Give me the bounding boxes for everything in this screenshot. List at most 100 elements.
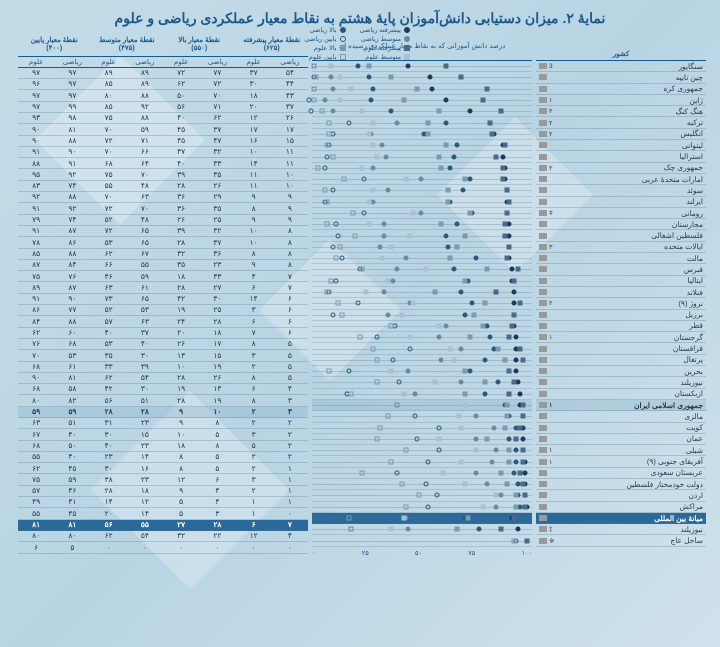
marker — [386, 414, 391, 419]
table-cell: ۲۰ — [236, 103, 272, 111]
table-cell: ۹۶ — [18, 80, 54, 88]
table-cell: ۸ — [163, 453, 199, 461]
chart-row — [312, 163, 532, 174]
marker — [311, 64, 316, 69]
country-name: چین تایپه — [676, 73, 703, 82]
table-cell: ۳ — [272, 397, 308, 405]
marker — [511, 380, 516, 385]
chart-row — [312, 106, 532, 117]
country-row: ایرلند — [536, 197, 706, 208]
table-cell: ۹۱ — [18, 295, 54, 303]
flag-icon — [539, 289, 547, 295]
marker — [395, 403, 400, 408]
table-cell: ۷۲ — [163, 69, 199, 77]
table-cell: ۲ — [236, 419, 272, 427]
marker — [448, 256, 453, 261]
table-cell: ۶۵ — [127, 239, 163, 247]
table-cell: ۶ — [272, 295, 308, 303]
marker — [505, 211, 510, 216]
table-cell: ۵۹ — [54, 476, 90, 484]
marker — [465, 516, 470, 521]
legend-item: پایین علوم — [304, 53, 345, 61]
marker — [483, 380, 488, 385]
table-cell: ۵۰ — [163, 92, 199, 100]
table-cell: ۱۰ — [163, 363, 199, 371]
table-cell: ۴ — [272, 385, 308, 393]
marker — [423, 482, 428, 487]
marker — [333, 222, 338, 227]
table-cell: ۹۲ — [127, 103, 163, 111]
table-cell: ۱۰ — [272, 171, 308, 179]
table-cell: ۳۷ — [199, 239, 235, 247]
table-cell: ۸ — [272, 227, 308, 235]
table-cell: ۸۶ — [18, 306, 54, 314]
table-cell: ۹۰ — [18, 374, 54, 382]
table-cell: ۲۶ — [199, 182, 235, 190]
table-cell: ۹۱ — [18, 148, 54, 156]
country-row: ایتالیا — [536, 276, 706, 287]
rank: 3 — [549, 63, 553, 70]
marker — [324, 143, 329, 148]
rank: ۳ — [549, 243, 553, 251]
marker — [522, 470, 527, 475]
data-table: نقطهٔ معیار پیشرفته(۶۲۵)نقطهٔ معیار بالا… — [18, 35, 308, 559]
chart-row — [312, 61, 532, 72]
marker — [494, 448, 499, 453]
marker — [514, 459, 519, 464]
table-row: ۸۱۰۳۷۲۸۶۵۵۳۸۶۷۸ — [18, 237, 308, 248]
chart-row — [312, 355, 532, 366]
table-cell: ۱۴ — [127, 510, 163, 518]
table-cell: ۳۶ — [163, 205, 199, 213]
country-row: ازبکستان — [536, 389, 706, 400]
sub-header: ریاضی — [127, 57, 163, 68]
table-cell: ۳۰ — [236, 80, 272, 88]
chart-row — [312, 479, 532, 490]
sub-header: علوم — [91, 57, 127, 68]
marker — [454, 143, 459, 148]
marker — [505, 414, 510, 419]
marker — [360, 470, 365, 475]
table-cell: ۲ — [272, 431, 308, 439]
table-cell: ۲ — [236, 465, 272, 473]
table-cell: ۸۷ — [54, 227, 90, 235]
table-cell: ۵۰ — [54, 442, 90, 450]
marker — [494, 493, 499, 498]
table-cell: ۲۰ — [91, 510, 127, 518]
table-cell: ۷ — [272, 284, 308, 292]
legend: پیشرفته ریاضیمتوسط ریاضیپیشرفته علوممتوس… — [304, 26, 410, 61]
marker — [503, 143, 508, 148]
table-cell: ۶۱ — [127, 284, 163, 292]
table-cell: ۵ — [163, 498, 199, 506]
table-row: ۳۸۱۹۲۸۵۱۵۶۸۲۸۰ — [18, 395, 308, 406]
column-group-header: نقطهٔ معیار بالا(۵۵۰) — [163, 35, 236, 57]
table-cell: ۵۴ — [272, 69, 308, 77]
chart-row — [312, 174, 532, 185]
table-cell: ۲۸ — [199, 318, 235, 326]
table-row: ۱۲۵۸۱۶۳۰۴۵۶۲ — [18, 463, 308, 474]
table-cell: ۳۷ — [127, 329, 163, 337]
marker — [459, 459, 464, 464]
marker — [371, 188, 376, 193]
marker — [520, 436, 525, 441]
table-cell: ۷۹ — [18, 216, 54, 224]
country-name: قبرس — [684, 265, 703, 274]
country-row: استرالیا — [536, 151, 706, 162]
marker — [397, 380, 402, 385]
rank: ‡ — [549, 526, 553, 533]
marker — [485, 323, 490, 328]
legend-label: متوسط علوم — [365, 53, 401, 61]
flag-icon — [539, 346, 547, 352]
table-cell: ۹۹ — [54, 103, 90, 111]
marker — [322, 188, 327, 193]
table-cell: ۴۶ — [91, 273, 127, 281]
marker — [406, 527, 411, 532]
table-row: ۲۲۸۹۲۳۳۱۵۱۶۳ — [18, 418, 308, 429]
flag-icon — [539, 436, 547, 442]
country-name: قزاقستان — [673, 344, 703, 353]
table-row: ۵۳۱۵۱۳۳۰۳۵۵۳۷۰ — [18, 350, 308, 361]
table-cell: ۷۰ — [18, 352, 54, 360]
legend-swatch — [340, 45, 346, 51]
marker — [375, 380, 380, 385]
table-cell: ۴۵ — [163, 126, 199, 134]
table-cell: ۹۰ — [54, 295, 90, 303]
